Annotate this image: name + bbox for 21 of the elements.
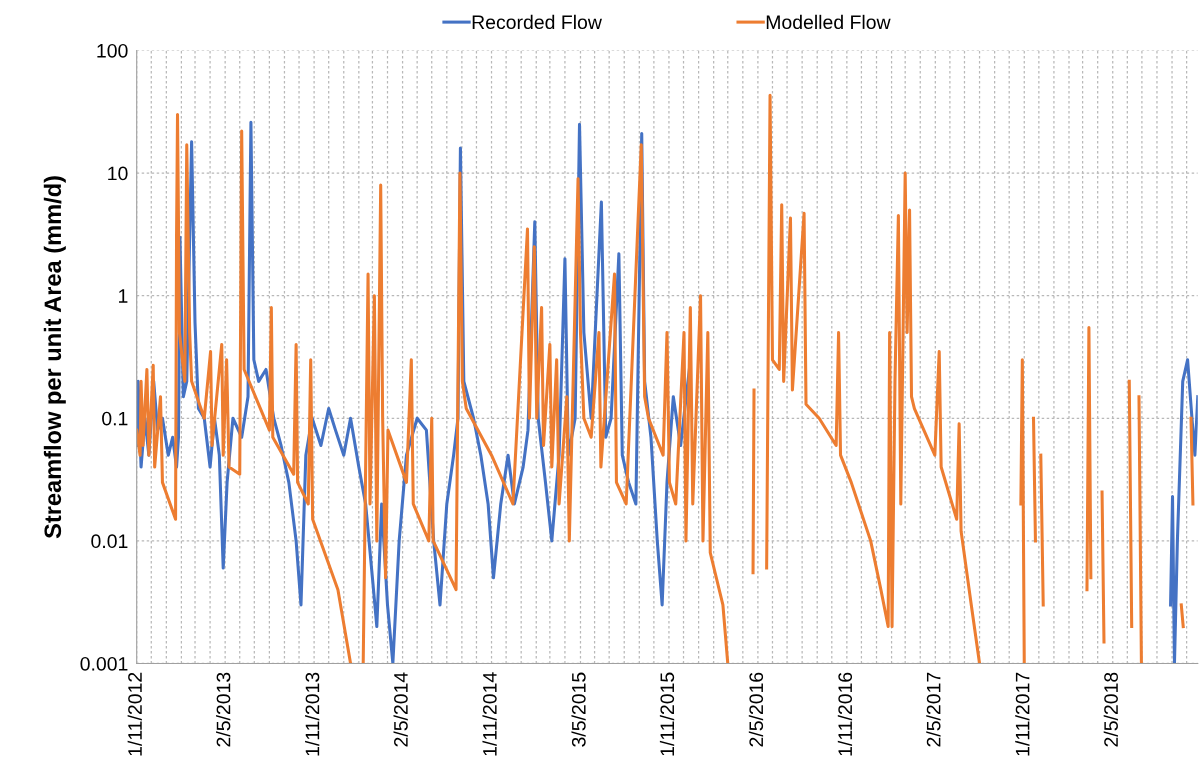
y-tick-label: 100 [97, 43, 128, 58]
x-tick-label: 2/5/2013 [216, 672, 231, 747]
x-tick-label: 1/11/2012 [127, 672, 142, 756]
x-tick-label: 1/11/2017 [1015, 672, 1030, 756]
y-tick-label: 10 [108, 166, 128, 181]
x-tick-label: 2/5/2016 [748, 672, 764, 747]
x-tick-label: 2/5/2017 [926, 672, 941, 747]
y-tick-label: 1 [119, 289, 128, 303]
x-tick-label: 1/11/2013 [305, 672, 320, 756]
x-tick-label: 2/5/2018 [1103, 672, 1118, 747]
y-tick-label: 0.001 [80, 656, 128, 671]
x-tick-label: 1/11/2016 [837, 672, 853, 756]
x-tick-label: 1/11/2014 [482, 672, 497, 756]
legend-label: Recorded Flow [472, 14, 602, 30]
y-tick-label: 0.1 [102, 411, 128, 426]
y-tick-label: 0.01 [91, 534, 128, 549]
x-tick-label: 3/5/2015 [571, 672, 586, 747]
x-tick-label: 1/11/2015 [659, 672, 675, 756]
x-tick-label: 2/5/2014 [393, 672, 408, 747]
legend-label: Modelled Flow [766, 14, 891, 30]
y-axis-title: Streamflow per unit Area (mm/d) [43, 176, 66, 539]
